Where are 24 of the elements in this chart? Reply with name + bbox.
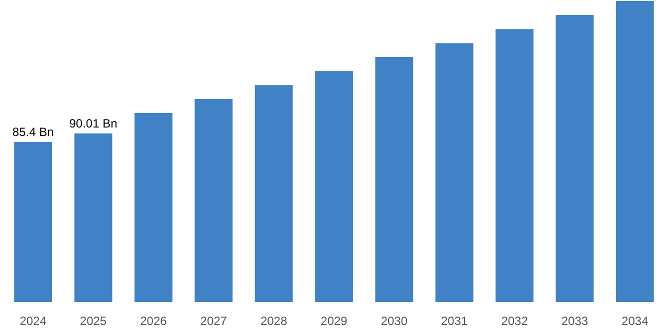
data-label: 85.4 Bn: [12, 125, 54, 140]
x-tick-label: 2034: [622, 314, 649, 328]
x-tick-label: 2028: [260, 314, 288, 328]
bar: [14, 142, 52, 302]
bar: [194, 98, 233, 302]
bar: [375, 57, 414, 302]
bar: [74, 133, 112, 302]
bar: [435, 43, 474, 302]
bar: [556, 15, 594, 302]
x-tick-label: 2027: [200, 314, 228, 328]
x-tick-label: 2032: [501, 314, 528, 328]
x-tick-label: 2026: [140, 314, 168, 328]
bar: [134, 113, 172, 302]
x-tick-label: 2033: [561, 314, 588, 328]
bar: [315, 71, 353, 302]
x-tick-label: 2030: [380, 314, 408, 328]
bar: [496, 29, 534, 302]
bar: [254, 85, 293, 302]
x-tick-label: 2029: [320, 314, 348, 328]
x-tick-label: 2025: [80, 314, 107, 328]
x-tick-label: 2024: [20, 314, 47, 328]
data-label: 90.01 Bn: [69, 116, 118, 130]
bar: [616, 1, 654, 302]
x-tick-label: 2031: [441, 314, 468, 328]
